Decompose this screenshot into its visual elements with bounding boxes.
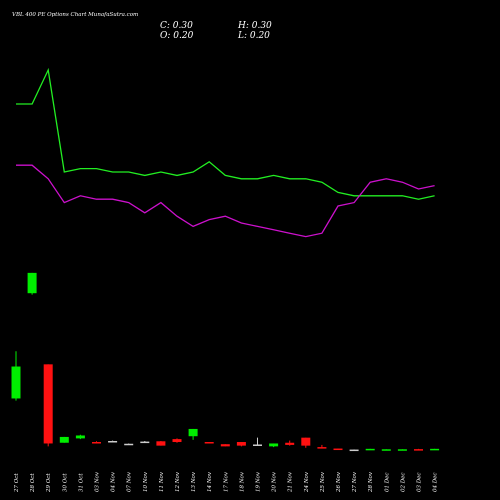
candle-10	[156, 440, 166, 446]
candle-23	[365, 448, 375, 451]
candle-body	[269, 443, 279, 447]
x-tick-label: 28 Nov	[368, 471, 374, 493]
candle-body	[172, 439, 182, 443]
indicator-line-2	[16, 164, 435, 238]
candle-body	[43, 364, 53, 444]
x-tick-label: 31 Oct	[78, 473, 84, 492]
x-tick-label: 01 Dec	[384, 473, 390, 493]
candle-body	[301, 437, 311, 446]
candlesticks	[11, 272, 440, 452]
candle-8	[124, 443, 134, 446]
candle-body	[156, 441, 166, 446]
chart-title: VBL 400 PE Options Chart MunafaSutra.com	[12, 12, 138, 18]
candle-body	[59, 436, 69, 443]
candle-5	[75, 434, 85, 440]
x-tick-label: 11 Nov	[159, 471, 165, 492]
x-tick-label: 27 Oct	[14, 473, 20, 493]
candle-body	[397, 449, 407, 451]
x-tick-label: 12 Nov	[175, 471, 181, 492]
candle-6	[92, 441, 101, 444]
x-tick-label: 14 Nov	[207, 471, 213, 492]
x-tick-label: 07 Nov	[127, 471, 133, 492]
x-tick-label: 29 Oct	[46, 473, 52, 493]
candle-16	[253, 437, 262, 446]
x-tick-label: 13 Nov	[191, 471, 197, 492]
open-value: O: 0.20	[160, 31, 194, 41]
x-tick-label: 21 Nov	[288, 471, 294, 493]
candle-25	[397, 449, 407, 451]
candle-body	[92, 442, 101, 444]
candle-body	[27, 272, 37, 294]
x-tick-label: 04 Dec	[433, 473, 439, 493]
candle-body	[381, 449, 391, 451]
x-tick-label: 26 Nov	[336, 471, 342, 493]
close-value: C: 0.30	[160, 21, 193, 31]
candle-4	[59, 436, 69, 443]
x-tick-label: 20 Nov	[272, 471, 278, 493]
low-value: L: 0.20	[237, 31, 270, 41]
x-tick-label: 27 Nov	[352, 471, 358, 493]
candle-body	[220, 444, 230, 447]
candle-22	[349, 449, 359, 452]
candle-body	[204, 442, 214, 444]
candle-body	[317, 447, 327, 449]
candle-21	[333, 448, 343, 451]
candle-12	[188, 428, 198, 440]
candle-body	[140, 441, 150, 444]
candle-26	[414, 448, 423, 451]
high-value: H: 0.30	[237, 21, 272, 31]
x-tick-label: 28 Oct	[30, 473, 36, 493]
candle-20	[317, 444, 327, 449]
candle-7	[108, 440, 118, 443]
candle-body	[188, 428, 198, 437]
candle-body	[11, 366, 21, 399]
candle-11	[172, 438, 182, 443]
x-tick-label: 19 Nov	[256, 471, 262, 492]
candle-body	[349, 449, 359, 452]
candle-2	[27, 272, 37, 295]
x-tick-label: 02 Dec	[400, 473, 406, 493]
x-tick-label: 18 Nov	[239, 471, 245, 492]
x-tick-label: 03 Nov	[95, 471, 101, 492]
candle-9	[140, 440, 150, 444]
x-tick-label: 17 Nov	[223, 471, 229, 492]
candle-27	[430, 448, 440, 451]
candle-body	[124, 443, 134, 446]
indicator-lines	[16, 67, 435, 238]
candle-body	[285, 442, 295, 445]
candle-body	[75, 435, 85, 439]
indicator-line-1	[16, 67, 435, 200]
candle-body	[414, 449, 423, 451]
candle-body	[253, 444, 262, 446]
candle-1	[11, 351, 21, 401]
x-tick-label: 25 Nov	[320, 471, 326, 493]
x-tick-label: 04 Nov	[111, 471, 117, 492]
candle-body	[365, 448, 375, 451]
x-tick-label: 03 Dec	[417, 473, 423, 493]
candle-3	[43, 364, 53, 447]
candle-19	[301, 437, 311, 448]
candle-body	[108, 440, 118, 443]
candle-17	[269, 443, 279, 448]
candle-body	[236, 442, 246, 446]
candle-body	[430, 448, 440, 451]
candle-13	[204, 442, 214, 444]
x-tick-label: 30 Oct	[62, 473, 68, 492]
candle-15	[236, 442, 246, 447]
candle-body	[333, 448, 343, 451]
candle-24	[381, 449, 391, 451]
x-axis-labels: 27 Oct 28 Oct 29 Oct 30 Oct 31 Oct 03 Nov 04 N…	[14, 471, 439, 493]
candle-14	[220, 444, 230, 447]
x-tick-label: 10 Nov	[143, 471, 149, 492]
candle-18	[285, 440, 295, 446]
x-tick-label: 24 Nov	[304, 471, 310, 493]
